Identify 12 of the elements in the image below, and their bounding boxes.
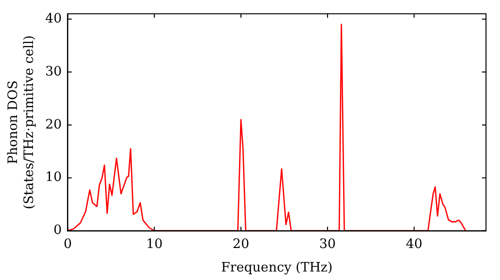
x-tick-label: 40 — [406, 236, 422, 252]
y-axis-title: Phonon DOS (States/THz·primitive cell) — [6, 35, 37, 210]
x-axis-title: Frequency (THz) — [221, 260, 333, 276]
y-tick-label: 10 — [45, 170, 62, 186]
x-tick-label: 30 — [319, 236, 336, 252]
y-tick-label: 0 — [53, 223, 62, 238]
y-tick-label: 30 — [45, 64, 62, 80]
y-tick-label: 40 — [45, 11, 62, 26]
x-tick-label: 20 — [232, 236, 250, 252]
y-tick-label: 20 — [45, 117, 62, 132]
x-tick-label: 0 — [64, 236, 72, 252]
x-tick-label: 10 — [146, 236, 163, 252]
